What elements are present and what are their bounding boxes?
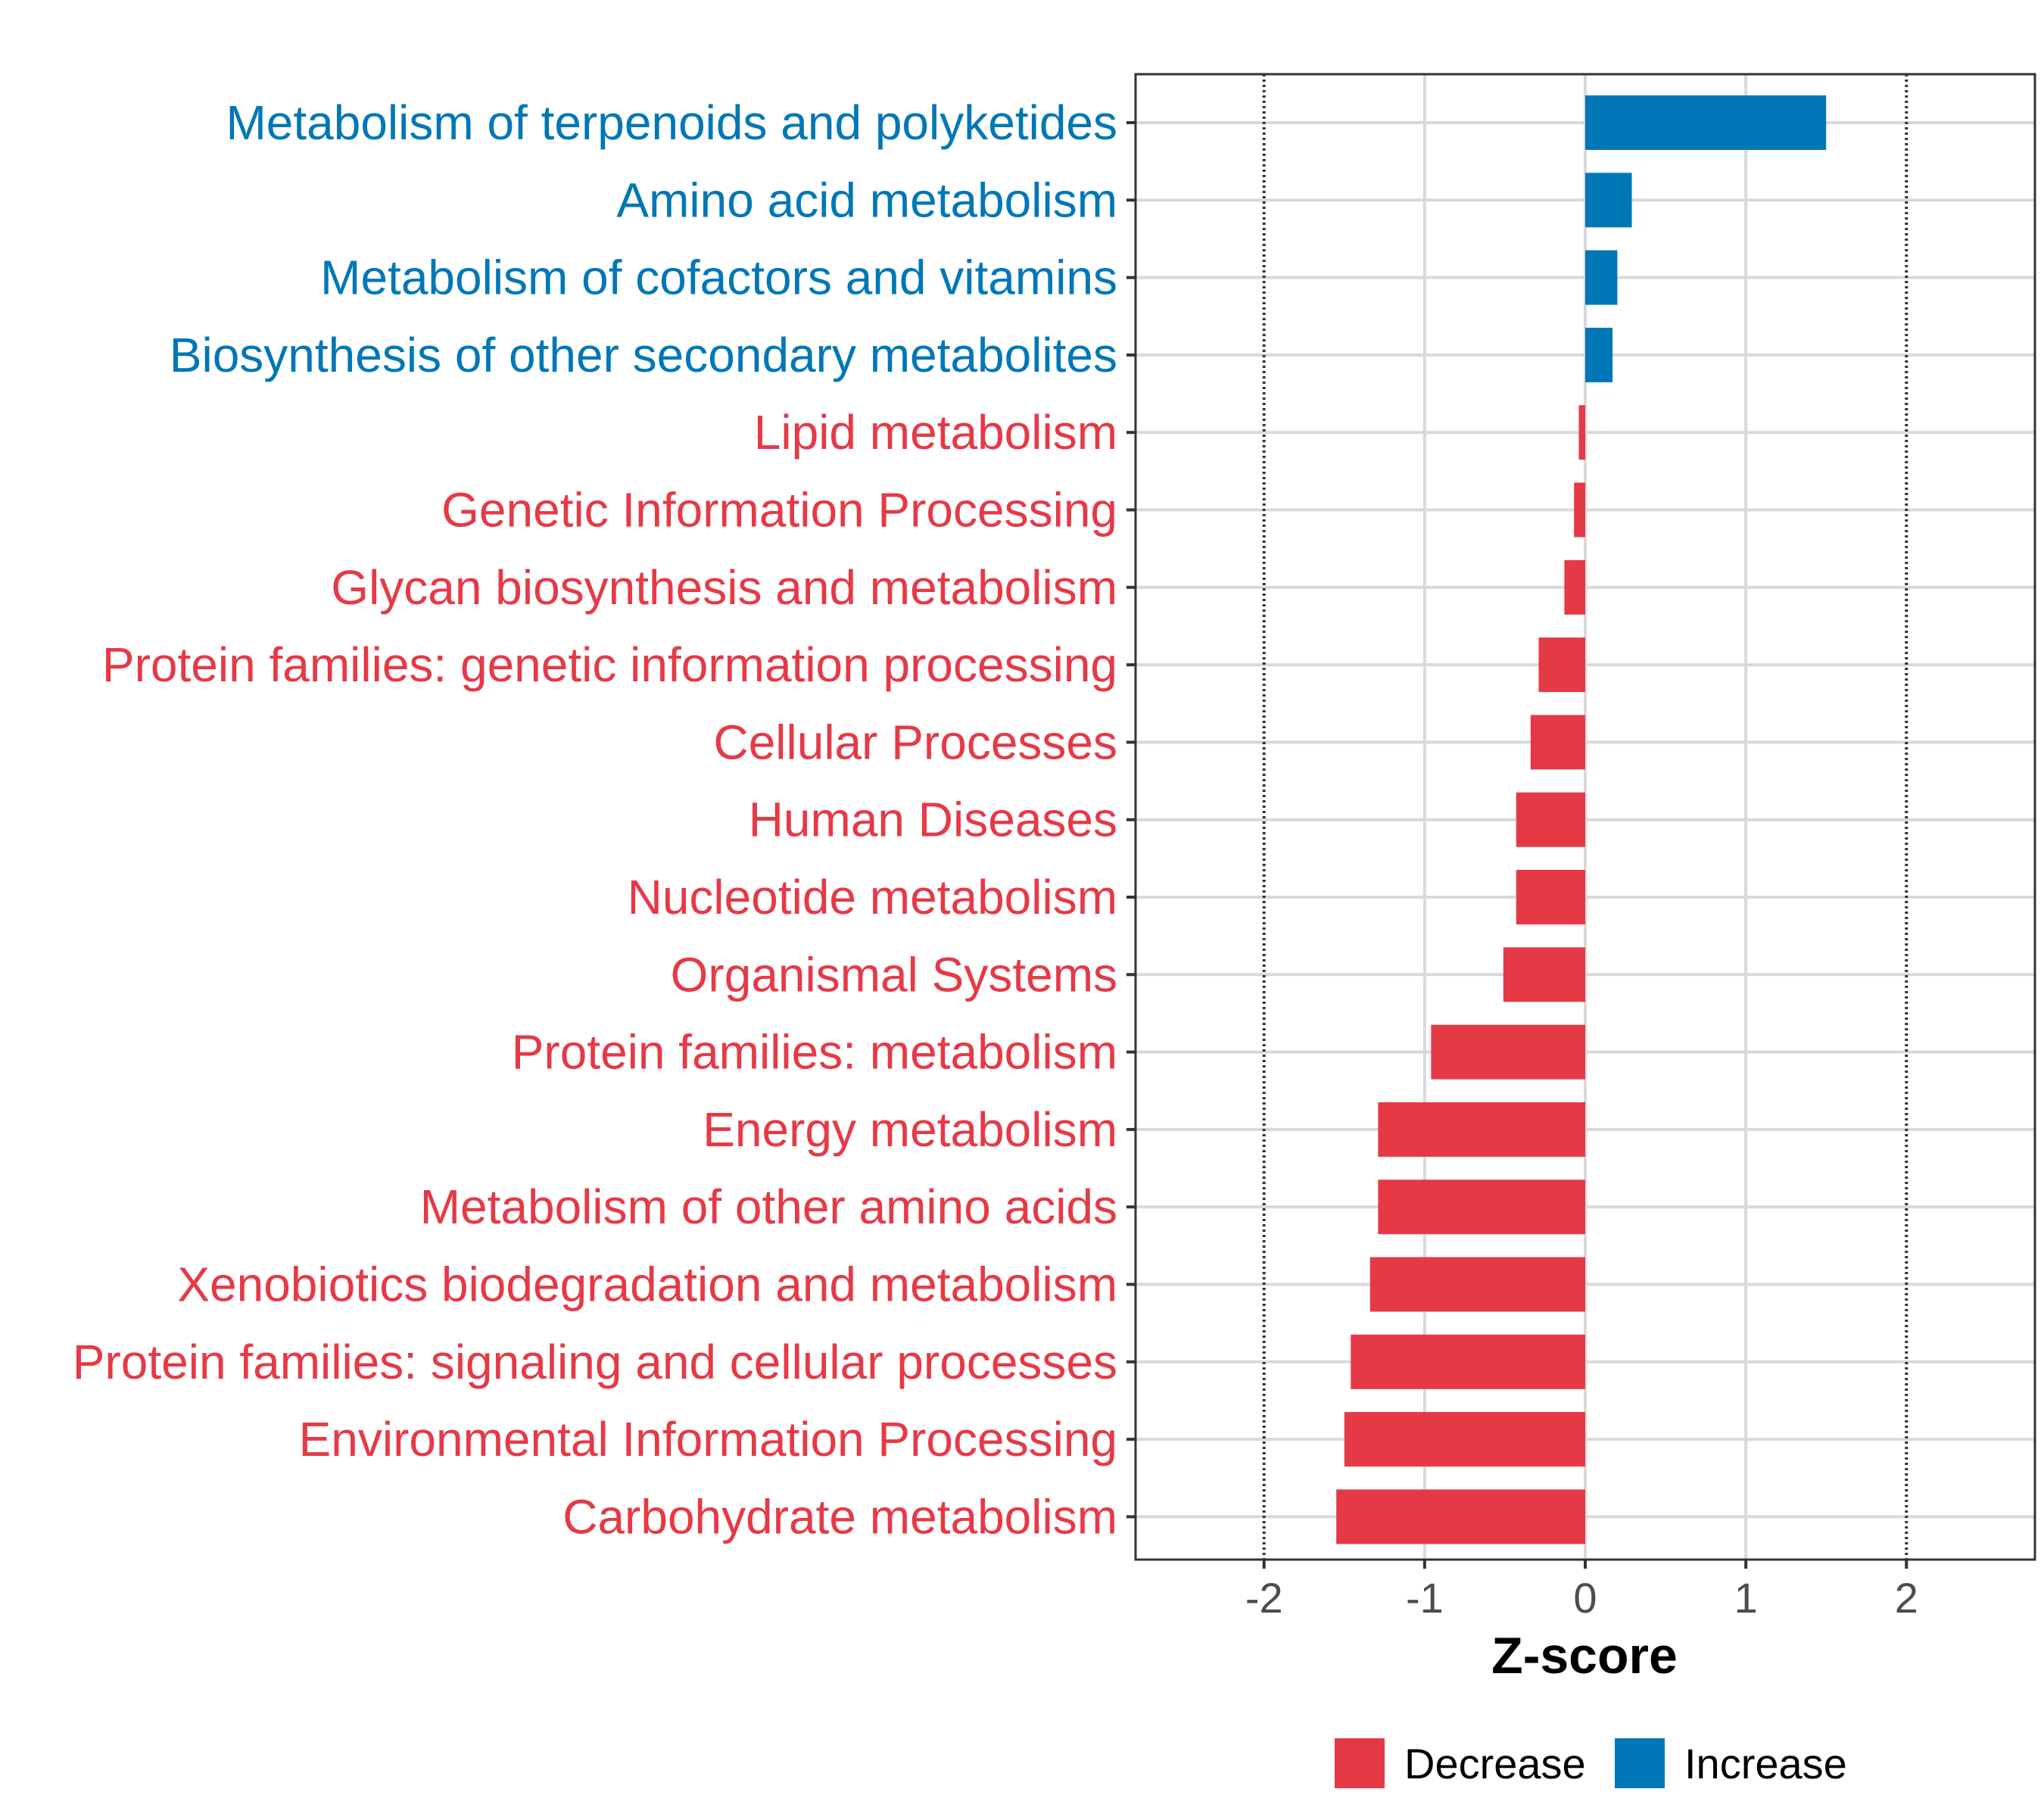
- legend-label-decrease: Decrease: [1404, 1740, 1586, 1787]
- category-label-organismal-systems: Organismal Systems: [671, 947, 1117, 1002]
- bar-environmental-information-processing: [1344, 1412, 1585, 1467]
- bar-protein-families-signaling-and-cellular-processes: [1351, 1334, 1585, 1389]
- category-label-carbohydrate-metabolism: Carbohydrate metabolism: [562, 1489, 1117, 1544]
- bar-protein-families-metabolism: [1431, 1024, 1585, 1080]
- legend-swatch-decrease: [1335, 1738, 1385, 1788]
- bar-cellular-processes: [1530, 715, 1585, 770]
- category-label-cellular-processes: Cellular Processes: [713, 715, 1117, 769]
- reference-lines: [1262, 74, 1908, 1560]
- bar-metabolism-of-cofactors-and-vitamins: [1585, 250, 1618, 305]
- category-label-metabolism-of-terpenoids-and-polyketides: Metabolism of terpenoids and polyketides: [226, 95, 1117, 150]
- category-label-human-diseases: Human Diseases: [749, 793, 1117, 847]
- x-tick-label-1: 1: [1734, 1574, 1758, 1622]
- category-label-protein-families-metabolism: Protein families: metabolism: [512, 1025, 1117, 1080]
- bar-organismal-systems: [1503, 947, 1585, 1002]
- category-label-genetic-information-processing: Genetic Information Processing: [441, 483, 1117, 538]
- bar-metabolism-of-terpenoids-and-polyketides: [1585, 95, 1827, 150]
- bar-lipid-metabolism: [1578, 405, 1585, 460]
- x-tick-label-2: 2: [1895, 1574, 1918, 1622]
- category-label-lipid-metabolism: Lipid metabolism: [754, 405, 1117, 460]
- bar-xenobiotics-biodegradation-and-metabolism: [1369, 1257, 1585, 1312]
- x-axis-ticks: -2 -1 0 1 2: [1245, 1560, 1918, 1622]
- legend-label-increase: Increase: [1684, 1740, 1847, 1787]
- bars: [1336, 95, 1827, 1544]
- category-label-energy-metabolism: Energy metabolism: [703, 1102, 1117, 1157]
- bar-human-diseases: [1516, 792, 1585, 847]
- category-label-nucleotide-metabolism: Nucleotide metabolism: [628, 870, 1117, 924]
- category-label-environmental-information-processing: Environmental Information Processing: [299, 1412, 1117, 1466]
- category-label-metabolism-of-other-amino-acids: Metabolism of other amino acids: [420, 1180, 1117, 1234]
- bar-glycan-biosynthesis-and-metabolism: [1564, 559, 1585, 615]
- bar-metabolism-of-other-amino-acids: [1378, 1180, 1585, 1235]
- category-label-glycan-biosynthesis-and-metabolism: Glycan biosynthesis and metabolism: [331, 560, 1117, 615]
- bar-carbohydrate-metabolism: [1336, 1489, 1585, 1544]
- bar-nucleotide-metabolism: [1516, 870, 1585, 924]
- category-label-biosynthesis-of-other-secondary-metabolites: Biosynthesis of other secondary metaboli…: [170, 328, 1117, 382]
- legend: Decrease Increase: [1335, 1738, 1847, 1788]
- category-label-xenobiotics-biodegradation-and-metabolism: Xenobiotics biodegradation and metabolis…: [177, 1258, 1117, 1312]
- category-label-protein-families-signaling-and-cellular-processes: Protein families: signaling and cellular…: [73, 1335, 1117, 1389]
- bar-genetic-information-processing: [1574, 482, 1585, 538]
- category-labels: Metabolism of terpenoids and polyketides…: [73, 95, 1117, 1544]
- legend-swatch-increase: [1615, 1738, 1665, 1788]
- x-tick-label-2: -2: [1245, 1574, 1283, 1622]
- bar-protein-families-genetic-information-processing: [1538, 637, 1585, 693]
- category-label-metabolism-of-cofactors-and-vitamins: Metabolism of cofactors and vitamins: [320, 251, 1117, 305]
- bar-energy-metabolism: [1378, 1102, 1585, 1157]
- x-tick-label-0: 0: [1573, 1574, 1597, 1622]
- bar-biosynthesis-of-other-secondary-metabolites: [1585, 327, 1613, 382]
- category-label-amino-acid-metabolism: Amino acid metabolism: [616, 173, 1117, 227]
- y-axis-ticks: [1126, 121, 1136, 1519]
- x-tick-label-1: -1: [1406, 1574, 1444, 1622]
- x-axis-title: Z-score: [1491, 1627, 1678, 1685]
- bar-amino-acid-metabolism: [1585, 173, 1632, 228]
- category-label-protein-families-genetic-information-processing: Protein families: genetic information pr…: [102, 637, 1117, 692]
